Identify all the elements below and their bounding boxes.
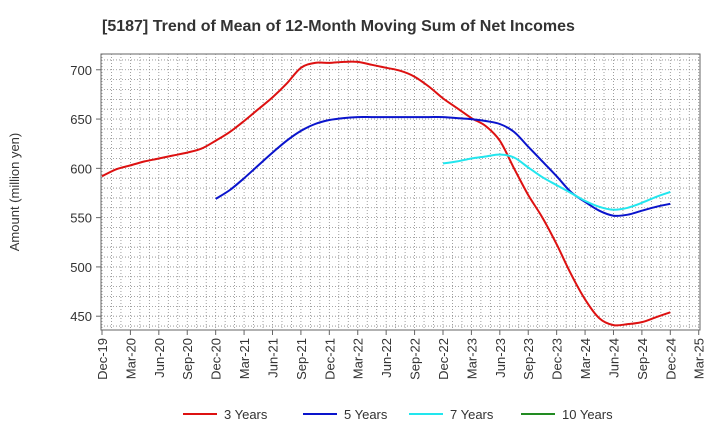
grid-layer <box>101 54 700 330</box>
y-axis-title: Amount (million yen) <box>7 133 22 252</box>
x-tick-label: Dec-22 <box>436 338 451 380</box>
plot-area <box>100 53 701 331</box>
x-tick-label: Sep-20 <box>180 338 195 380</box>
y-tick-label: 450 <box>70 309 92 324</box>
y-tick-label: 500 <box>70 260 92 275</box>
legend: 3 Years 5 Years 7 Years 10 Years <box>183 407 613 422</box>
x-tick-label: Sep-23 <box>521 338 536 380</box>
x-tick-label: Mar-22 <box>351 338 366 379</box>
legend-label: 10 Years <box>562 407 613 422</box>
chart-title: [5187] Trend of Mean of 12-Month Moving … <box>102 18 575 35</box>
x-tick-label: Jun-22 <box>379 338 394 378</box>
y-tick-label: 600 <box>70 161 92 176</box>
x-tick-label: Jun-24 <box>606 338 621 378</box>
series-layer <box>101 60 671 327</box>
x-tick-label: Dec-24 <box>663 338 678 380</box>
x-tick-label: Mar-24 <box>578 338 593 379</box>
x-tick-label: Jun-21 <box>265 338 280 378</box>
x-tick-label: Jun-20 <box>152 338 167 378</box>
legend-label: 3 Years <box>224 407 268 422</box>
legend-label: 5 Years <box>344 407 388 422</box>
x-tick-label: Dec-20 <box>209 338 224 380</box>
x-tick-label: Mar-23 <box>464 338 479 379</box>
x-axis: Dec-19 Mar-20 Jun-20 Sep-20 Dec-20 Mar-21 Jun-… <box>95 330 707 380</box>
x-tick-label: Sep-22 <box>408 338 423 380</box>
x-tick-label: Dec-21 <box>322 338 337 380</box>
x-tick-label: Mar-21 <box>237 338 252 379</box>
x-tick-label: Mar-25 <box>692 338 707 379</box>
y-axis: 450 500 550 600 650 700 <box>70 63 101 324</box>
x-tick-label: Sep-24 <box>635 338 650 380</box>
series-line-7-years <box>442 153 671 211</box>
x-tick-label: Jun-23 <box>493 338 508 378</box>
series-line-5-years <box>215 116 671 217</box>
x-tick-label: Dec-19 <box>95 338 110 380</box>
y-tick-label: 550 <box>70 211 92 226</box>
y-tick-label: 700 <box>70 63 92 78</box>
y-tick-label: 650 <box>70 112 92 127</box>
x-tick-label: Dec-23 <box>550 338 565 380</box>
x-tick-label: Mar-20 <box>123 338 138 379</box>
series-line-3-years <box>101 60 671 327</box>
legend-label: 7 Years <box>450 407 494 422</box>
x-tick-label: Sep-21 <box>294 338 309 380</box>
